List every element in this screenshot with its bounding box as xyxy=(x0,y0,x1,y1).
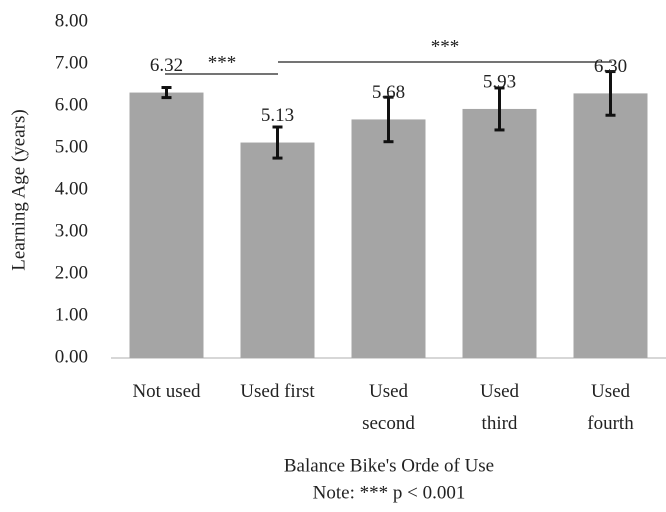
y-tick-label: 6.00 xyxy=(55,94,88,115)
y-tick-label: 7.00 xyxy=(55,52,88,73)
x-tick-label: Used second xyxy=(362,381,415,434)
note: Note: *** p < 0.001 xyxy=(313,482,466,503)
bar xyxy=(240,142,315,358)
x-tick-label: Used third xyxy=(479,381,520,434)
x-tick-label: Not used xyxy=(132,381,201,402)
bar xyxy=(573,93,648,359)
x-axis-title: Balance Bike's Orde of Use xyxy=(284,455,494,476)
x-tick-label: Used fourth xyxy=(587,381,634,434)
y-tick-label: 8.00 xyxy=(55,10,88,31)
value-label: 6.32 xyxy=(150,55,183,76)
y-tick-label: 3.00 xyxy=(55,220,88,241)
bar xyxy=(462,108,537,358)
y-tick-label: 1.00 xyxy=(55,304,88,325)
y-tick-label: 0.00 xyxy=(55,346,88,367)
significance-label: *** xyxy=(431,36,460,57)
significance-label: *** xyxy=(208,52,237,73)
value-label: 5.13 xyxy=(261,105,294,126)
y-tick-label: 2.00 xyxy=(55,262,88,283)
value-label: 5.68 xyxy=(372,82,405,103)
bar xyxy=(351,119,426,358)
bar xyxy=(129,92,204,358)
y-axis-title: Learning Age (years) xyxy=(8,109,29,270)
value-label: 6.30 xyxy=(594,56,627,77)
y-tick-label: 5.00 xyxy=(55,136,88,157)
y-tick-label: 4.00 xyxy=(55,178,88,199)
x-tick-label: Used first xyxy=(240,381,315,402)
value-label: 5.93 xyxy=(483,71,516,92)
